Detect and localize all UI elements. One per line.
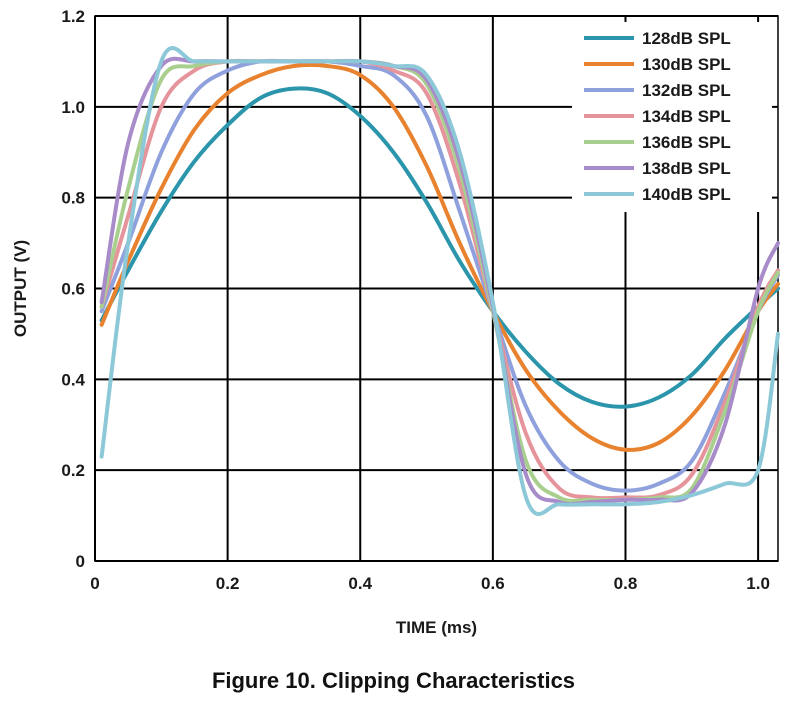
x-tick-label: 0 — [90, 574, 99, 593]
legend-label: 132dB SPL — [642, 81, 731, 100]
legend-label: 138dB SPL — [642, 159, 731, 178]
x-tick-label: 1.0 — [746, 574, 770, 593]
legend-label: 130dB SPL — [642, 55, 731, 74]
legend: 128dB SPL 130dB SPL 132dB SPL 134dB SPL 136d… — [572, 22, 772, 212]
series-line-132db-spl — [99, 58, 780, 493]
y-tick-label: 1.0 — [61, 98, 85, 117]
series-lines — [99, 46, 780, 516]
x-tick-labels: 0 0.2 0.4 0.6 0.8 1.0 — [90, 574, 770, 593]
y-tick-labels: 0 0.2 0.4 0.6 0.8 1.0 1.2 — [61, 7, 85, 571]
y-tick-label: 1.2 — [61, 7, 85, 26]
series-line-128db-spl — [99, 86, 780, 409]
y-tick-label: 0 — [76, 552, 85, 571]
y-tick-label: 0.6 — [61, 280, 85, 299]
x-tick-label: 0.2 — [216, 574, 240, 593]
x-axis-title: TIME (ms) — [396, 618, 477, 637]
legend-label: 134dB SPL — [642, 107, 731, 126]
x-tick-label: 0.8 — [614, 574, 638, 593]
legend-label: 128dB SPL — [642, 29, 731, 48]
series-line-140db-spl — [99, 46, 780, 516]
x-tick-label: 0.6 — [481, 574, 505, 593]
series-line-130db-spl — [99, 62, 780, 452]
y-axis-title: OUTPUT (V) — [11, 240, 30, 337]
y-tick-label: 0.8 — [61, 189, 85, 208]
y-tick-label: 0.2 — [61, 461, 85, 480]
legend-label: 140dB SPL — [642, 185, 731, 204]
y-tick-label: 0.4 — [61, 370, 85, 389]
legend-label: 136dB SPL — [642, 133, 731, 152]
clipping-chart: 0 0.2 0.4 0.6 0.8 1.0 1.2 0 0.2 0.4 0.6 0.8 1.0 TIM… — [11, 7, 780, 637]
figure-caption: Figure 10. Clipping Characteristics — [211, 668, 576, 693]
x-tick-label: 0.4 — [348, 574, 372, 593]
